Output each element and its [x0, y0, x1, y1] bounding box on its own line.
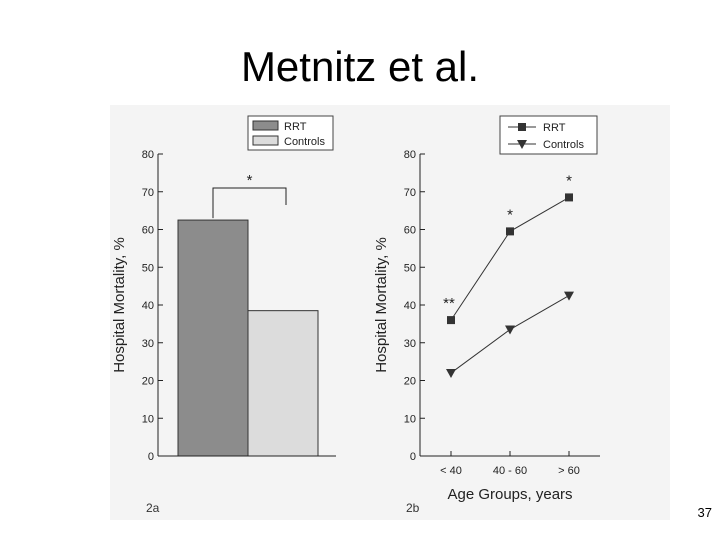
panel-a-y-tick-label: 70: [142, 187, 154, 199]
panel-a-significance-bracket: [212, 187, 287, 219]
panel-a-significance-annotation: *: [247, 172, 253, 189]
panel-a-legend-swatch-controls: [252, 135, 279, 146]
panel-a-bar-rrt: [177, 219, 249, 457]
panel-b-legend-label: Controls: [543, 139, 584, 151]
panel-b-y-tick-label: 20: [404, 376, 416, 388]
panel-b-legend-label: RRT: [543, 122, 566, 134]
panel-a-y-tick-label: 0: [148, 451, 154, 463]
panel-b-x-axis-title: Age Groups, years: [447, 486, 572, 503]
panel-b-label: 2b: [406, 501, 420, 515]
panel-b-significance-annotation: *: [507, 206, 513, 223]
panel-b-point-rrt: [565, 193, 573, 202]
panel-a-bar-controls: [247, 310, 319, 457]
panel-a-legend-label: RRT: [284, 121, 307, 133]
panel-a-y-tick-label: 80: [142, 149, 154, 161]
panel-b-y-tick-label: 0: [410, 451, 416, 463]
panel-a-label: 2a: [146, 501, 160, 515]
panel-b-y-tick-label: 70: [404, 187, 416, 199]
panel-a-chart: 0 10 20 30 40 50 60 70 80 Hospital Mortality, % * R…: [111, 115, 336, 515]
page-number: 37: [697, 505, 712, 520]
panel-a-legend-label: Controls: [284, 136, 325, 148]
panel-b-point-controls: [505, 325, 515, 335]
panel-a-y-tick-label: 20: [142, 376, 154, 388]
panel-b-point-rrt: [447, 316, 455, 325]
panel-b-x-tick-label: > 60: [558, 465, 580, 477]
panel-b-legend-marker-controls: [517, 140, 527, 149]
panel-b-y-tick-label: 80: [404, 149, 416, 161]
panel-a-y-tick-label: 30: [142, 338, 154, 350]
panel-b-legend-marker-rrt: [518, 123, 526, 131]
panel-b-y-tick-label: 40: [404, 300, 416, 312]
panel-b-y-tick-label: 30: [404, 338, 416, 350]
panel-b-y-tick-label: 10: [404, 413, 416, 425]
panel-b-significance-annotation: *: [566, 172, 572, 189]
panel-a-y-tick-label: 40: [142, 300, 154, 312]
panel-a-legend-swatch-rrt: [252, 120, 279, 131]
panel-a-y-axis-title: Hospital Mortality, %: [111, 237, 128, 373]
slide-title: Metnitz et al.: [240, 43, 480, 90]
panel-a-y-tick-label: 10: [142, 413, 154, 425]
panel-b-y-axis-title: Hospital Mortality, %: [373, 237, 390, 373]
panel-b-x-tick-label: < 40: [440, 465, 462, 477]
panel-b-point-controls: [446, 368, 456, 378]
panel-b-y-tick-label: 50: [404, 262, 416, 274]
panel-b-x-tick-label: 40 - 60: [493, 465, 527, 477]
panel-b-y-tick-label: 60: [404, 225, 416, 237]
panel-b-chart: 0 10 20 30 40 50 60 70 80 Hospital Mortality, % < …: [373, 115, 600, 515]
panel-b-point-controls: [564, 291, 574, 301]
panel-b-significance-annotation: **: [443, 295, 455, 312]
panel-a-y-tick-label: 50: [142, 262, 154, 274]
panel-b-point-rrt: [506, 227, 514, 236]
panel-a-y-tick-label: 60: [142, 225, 154, 237]
panel-b-legend-box: [499, 115, 598, 155]
